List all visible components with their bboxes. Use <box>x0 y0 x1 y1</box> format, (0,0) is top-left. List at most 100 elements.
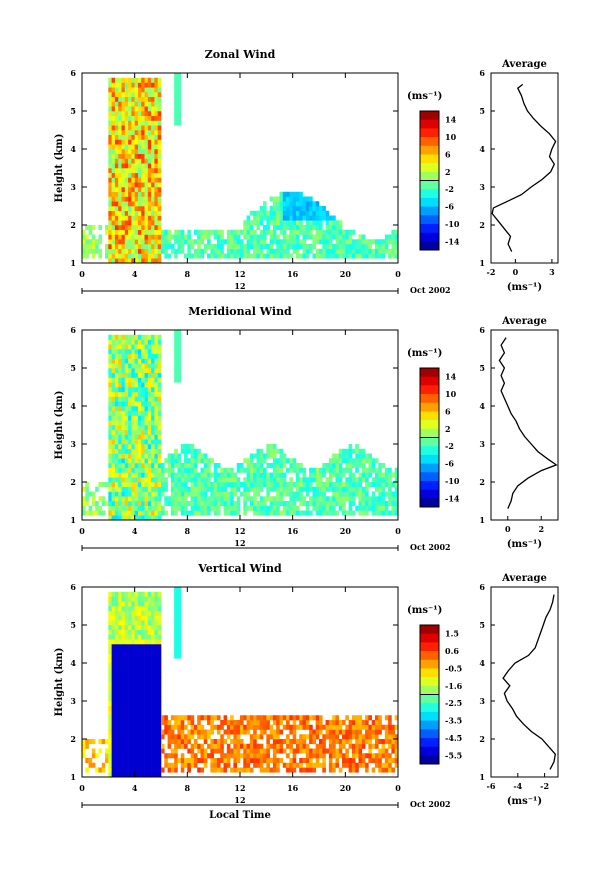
heatmap-cell <box>134 453 139 459</box>
heatmap-cell <box>292 225 297 231</box>
heatmap-cell <box>108 377 112 383</box>
heatmap-cell <box>351 743 356 749</box>
heatmap-cell <box>292 767 297 773</box>
heatmap-cell <box>338 220 343 226</box>
heatmap-cell <box>351 458 356 464</box>
heatmap-cell <box>309 715 313 721</box>
heatmap-cell <box>137 705 142 711</box>
heatmap-cell <box>137 182 142 188</box>
heatmap-cell <box>187 739 191 745</box>
heatmap-cell <box>157 87 162 93</box>
average-y-tick-label: 3 <box>479 439 485 449</box>
heatmap-cell <box>118 639 122 645</box>
heatmap-cell <box>144 596 149 602</box>
heatmap-cell <box>322 467 326 473</box>
heatmap-cell <box>141 196 145 202</box>
heatmap-cell <box>147 710 152 716</box>
heatmap-cell <box>114 229 119 235</box>
heatmap-cell <box>345 458 349 464</box>
heatmap-cell <box>256 234 261 240</box>
heatmap-cell <box>368 472 372 478</box>
heatmap-cell <box>108 691 112 697</box>
heatmap-cell <box>131 220 135 226</box>
heatmap-cell <box>223 491 228 497</box>
heatmap-cell <box>111 739 116 745</box>
heatmap-cell <box>164 729 168 735</box>
heatmap-cell <box>342 505 346 511</box>
heatmap-cell <box>309 753 313 759</box>
heatmap-cell <box>279 463 284 469</box>
heatmap-cell <box>108 606 112 612</box>
heatmap-cell <box>180 229 185 235</box>
heatmap-cell <box>246 758 251 764</box>
heatmap-cell <box>177 106 182 112</box>
heatmap-cell <box>151 748 155 754</box>
heatmap-cell <box>121 234 126 240</box>
heatmap-cell <box>355 715 359 721</box>
heatmap-cell <box>134 172 139 178</box>
heatmap-cell <box>177 743 182 749</box>
heatmap-cell <box>95 239 99 245</box>
average-frame <box>490 329 559 521</box>
heatmap-cell <box>128 439 132 445</box>
heatmap-cell <box>180 743 185 749</box>
heatmap-cell <box>177 620 182 626</box>
heatmap-cell <box>114 101 119 107</box>
heatmap-cell <box>141 625 145 631</box>
y-tick-label: 6 <box>70 68 76 78</box>
heatmap-cell <box>134 353 139 359</box>
heatmap-cell <box>342 482 346 488</box>
heatmap-cell <box>302 758 307 764</box>
heatmap-cell <box>230 724 234 730</box>
heatmap-cell <box>134 415 139 421</box>
heatmap-cell <box>111 210 116 216</box>
heatmap-cells <box>82 330 399 521</box>
heatmap-cell <box>151 130 155 136</box>
heatmap-cell <box>128 743 132 749</box>
heatmap-cell <box>355 444 359 450</box>
heatmap-cell <box>220 767 224 773</box>
heatmap-cell <box>131 149 135 155</box>
heatmap-cell <box>141 496 145 502</box>
heatmap-cell <box>246 491 251 497</box>
heatmap-cell <box>137 425 142 431</box>
heatmap-cell <box>174 106 178 112</box>
heatmap-cell <box>384 724 389 730</box>
heatmap-cell <box>154 634 159 640</box>
heatmap-cell <box>154 501 159 507</box>
heatmap-cell <box>259 724 264 730</box>
heatmap-cell <box>309 486 313 492</box>
heatmap-cell <box>249 463 254 469</box>
heatmap-cell <box>368 758 372 764</box>
heatmap-cell <box>180 482 185 488</box>
heatmap-cell <box>213 482 218 488</box>
heatmap-cell <box>243 748 247 754</box>
heatmap-cell <box>332 229 336 235</box>
heatmap-cell <box>124 458 129 464</box>
heatmap-cell <box>269 229 274 235</box>
heatmap-cell <box>114 248 119 254</box>
heatmap-cell <box>200 743 205 749</box>
heatmap-cell <box>108 248 112 254</box>
heatmap-cell <box>391 239 396 245</box>
heatmap-cell <box>345 715 349 721</box>
heatmap-cell <box>121 610 126 616</box>
heatmap-cell <box>384 477 389 483</box>
heatmap-cell <box>118 596 122 602</box>
heatmap-cell <box>141 767 145 773</box>
heatmap-cell <box>124 248 129 254</box>
x-axis-label: Local Time <box>209 810 271 821</box>
heatmap-cell <box>151 705 155 711</box>
heatmap-cell <box>368 458 372 464</box>
heatmap-cell <box>233 734 238 740</box>
heatmap-cell <box>299 724 303 730</box>
heatmap-cell <box>134 396 139 402</box>
heatmap-cell <box>253 215 257 221</box>
heatmap-cell <box>322 724 326 730</box>
heatmap-cell <box>299 244 303 250</box>
heatmap-cell <box>374 248 379 254</box>
heatmap-cell <box>259 458 264 464</box>
heatmap-cell <box>111 339 116 345</box>
heatmap-cell <box>286 196 290 202</box>
